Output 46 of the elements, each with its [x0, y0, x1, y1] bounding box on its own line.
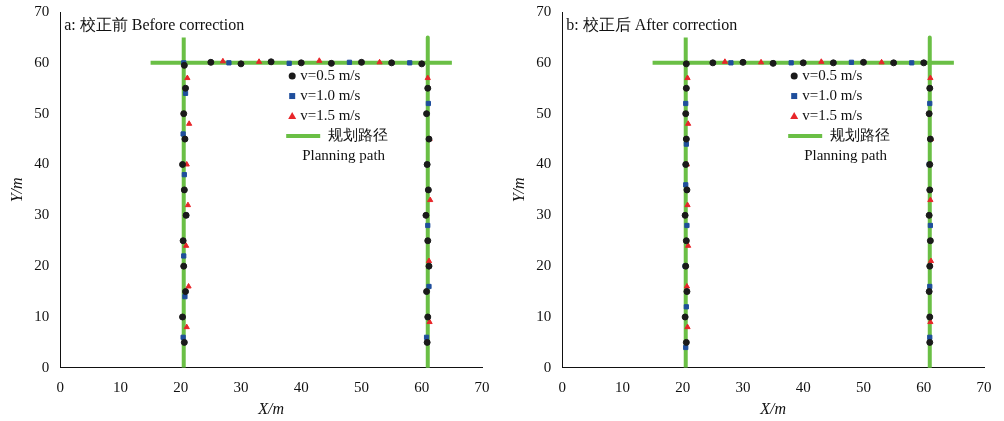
y-tick-label: 70 — [34, 2, 50, 19]
x-tick-label: 10 — [614, 378, 630, 395]
y-tick-label: 60 — [34, 53, 50, 70]
legend-label: v=1.5 m/s — [300, 106, 361, 123]
legend-label: v=0.5 m/s — [300, 66, 361, 83]
x-tick-label: 30 — [233, 378, 249, 395]
x-tick-label: 60 — [916, 378, 932, 395]
x-tick-label: 0 — [558, 378, 566, 395]
x-tick-label: 50 — [353, 378, 369, 395]
x-tick-label: 70 — [976, 378, 992, 395]
y-tick-label: 10 — [536, 307, 552, 324]
x-tick-label: 60 — [414, 378, 430, 395]
legend-label: 规划路径 Planning path — [302, 126, 389, 163]
y-tick-label: 40 — [34, 155, 50, 172]
y-tick-label: 40 — [536, 155, 552, 172]
y-tick-label: 60 — [536, 53, 552, 70]
y-tick-label: 0 — [543, 358, 552, 375]
x-tick-label: 40 — [795, 378, 811, 395]
y-tick-label: 0 — [41, 358, 50, 375]
legend-label: v=1.0 m/s — [802, 86, 863, 103]
x-tick-label: 50 — [855, 378, 871, 395]
y-axis-title: Y/m — [509, 177, 527, 203]
y-tick-label: 50 — [34, 104, 50, 121]
y-tick-label: 10 — [34, 307, 50, 324]
y-tick-label: 30 — [536, 206, 552, 223]
x-tick-label: 0 — [56, 378, 64, 395]
legend-label: v=0.5 m/s — [802, 66, 863, 83]
chart-title: a: 校正前 Before correction — [64, 16, 245, 34]
y-axis-title: Y/m — [7, 177, 25, 203]
x-tick-label: 30 — [735, 378, 751, 395]
y-tick-label: 50 — [536, 104, 552, 121]
x-tick-label: 40 — [293, 378, 309, 395]
y-tick-label: 70 — [536, 2, 552, 19]
legend-label: v=1.5 m/s — [802, 106, 863, 123]
x-tick-label: 10 — [112, 378, 128, 395]
y-tick-label: 30 — [34, 206, 50, 223]
x-axis-title: X/m — [257, 399, 284, 417]
x-axis-title: X/m — [759, 399, 786, 417]
chart-title: b: 校正后 After correction — [566, 16, 738, 34]
legend-label: 规划路径 Planning path — [804, 126, 891, 163]
x-tick-label: 70 — [474, 378, 490, 395]
legend-label: v=1.0 m/s — [300, 86, 361, 103]
y-tick-label: 20 — [34, 257, 50, 274]
x-tick-label: 20 — [675, 378, 691, 395]
y-tick-label: 20 — [536, 257, 552, 274]
x-tick-label: 20 — [173, 378, 189, 395]
